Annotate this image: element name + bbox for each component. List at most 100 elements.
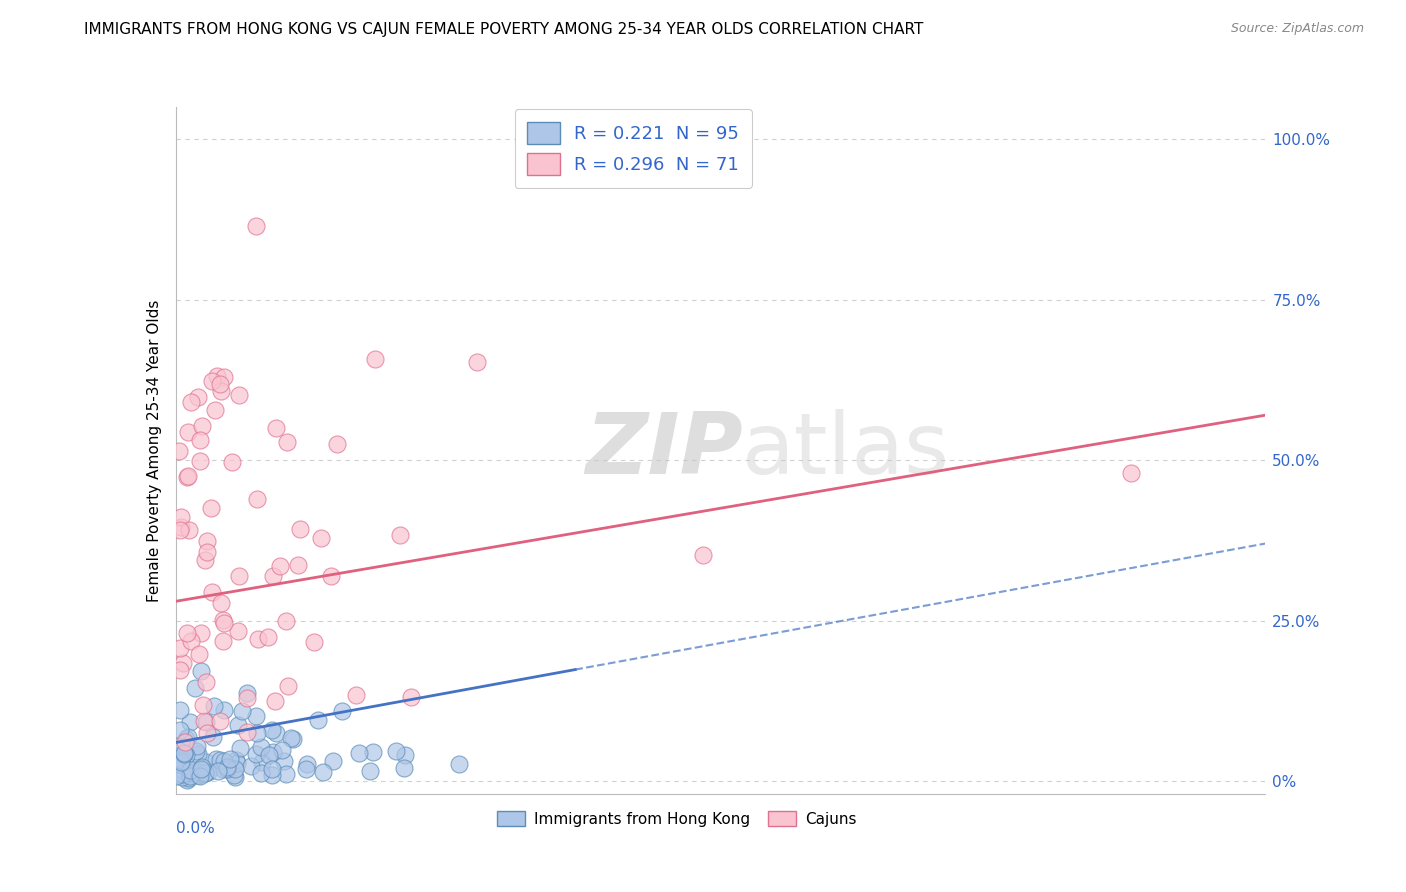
Point bbox=[236, 691, 259, 706]
Point bbox=[225, 753, 247, 767]
Point bbox=[250, 755, 273, 769]
Point bbox=[228, 569, 250, 583]
Point bbox=[170, 520, 193, 534]
Point bbox=[190, 762, 212, 776]
Point bbox=[176, 772, 198, 787]
Point bbox=[235, 724, 257, 739]
Point bbox=[201, 730, 224, 744]
Point bbox=[170, 756, 193, 770]
Point bbox=[201, 584, 224, 599]
Point bbox=[226, 624, 249, 639]
Point bbox=[179, 715, 201, 730]
Point bbox=[167, 767, 190, 781]
Point bbox=[250, 740, 273, 755]
Point bbox=[280, 731, 302, 745]
Point bbox=[332, 704, 354, 718]
Point bbox=[194, 765, 217, 780]
Point bbox=[288, 522, 311, 536]
Point bbox=[179, 769, 201, 783]
Point bbox=[177, 469, 200, 483]
Point bbox=[176, 626, 198, 640]
Point bbox=[224, 763, 246, 777]
Point bbox=[208, 377, 231, 392]
Point bbox=[224, 770, 246, 784]
Point bbox=[361, 745, 384, 759]
Point bbox=[263, 694, 285, 708]
Point bbox=[170, 766, 193, 780]
Point bbox=[187, 767, 209, 781]
Point bbox=[215, 759, 238, 773]
Point bbox=[326, 436, 349, 450]
Point bbox=[307, 713, 329, 727]
Point bbox=[359, 764, 381, 778]
Text: atlas: atlas bbox=[742, 409, 950, 492]
Point bbox=[344, 689, 367, 703]
Point bbox=[194, 553, 217, 567]
Point bbox=[173, 764, 195, 778]
Point bbox=[186, 739, 208, 754]
Point bbox=[273, 755, 295, 769]
Point bbox=[174, 747, 197, 762]
Point bbox=[277, 679, 299, 693]
Point bbox=[218, 752, 240, 766]
Point bbox=[247, 632, 270, 646]
Point bbox=[194, 674, 217, 689]
Point bbox=[262, 569, 284, 583]
Point bbox=[167, 444, 190, 458]
Point bbox=[177, 425, 200, 440]
Point bbox=[191, 760, 214, 774]
Y-axis label: Female Poverty Among 25-34 Year Olds: Female Poverty Among 25-34 Year Olds bbox=[146, 300, 162, 601]
Point bbox=[245, 219, 267, 233]
Point bbox=[169, 723, 191, 738]
Point bbox=[269, 559, 291, 574]
Point bbox=[262, 768, 284, 782]
Point bbox=[389, 528, 412, 542]
Point bbox=[276, 435, 298, 450]
Point bbox=[221, 455, 243, 469]
Point bbox=[297, 757, 319, 772]
Point bbox=[180, 766, 202, 780]
Point bbox=[195, 544, 218, 558]
Point bbox=[165, 769, 187, 783]
Point bbox=[259, 748, 281, 763]
Point bbox=[195, 755, 218, 769]
Point bbox=[177, 730, 200, 744]
Point bbox=[188, 765, 211, 780]
Point bbox=[692, 548, 714, 562]
Point bbox=[212, 762, 235, 776]
Point bbox=[194, 715, 217, 730]
Point bbox=[392, 761, 415, 775]
Point bbox=[205, 369, 228, 384]
Point bbox=[214, 703, 236, 717]
Point bbox=[184, 681, 207, 696]
Point bbox=[347, 747, 370, 761]
Point bbox=[262, 745, 284, 759]
Point bbox=[204, 752, 226, 766]
Point bbox=[172, 656, 194, 670]
Point bbox=[197, 765, 219, 780]
Point bbox=[167, 756, 190, 771]
Point bbox=[312, 764, 335, 779]
Point bbox=[170, 754, 193, 768]
Point bbox=[1119, 466, 1142, 480]
Point bbox=[212, 633, 235, 648]
Point bbox=[202, 698, 225, 713]
Point bbox=[207, 764, 229, 779]
Point bbox=[262, 762, 284, 776]
Point bbox=[231, 704, 253, 718]
Point bbox=[179, 764, 201, 778]
Point bbox=[364, 352, 387, 367]
Point bbox=[217, 762, 239, 776]
Point bbox=[228, 740, 250, 755]
Point bbox=[187, 390, 209, 404]
Point bbox=[212, 616, 235, 631]
Point bbox=[321, 568, 343, 582]
Point bbox=[180, 395, 202, 409]
Point bbox=[245, 747, 267, 761]
Point bbox=[322, 754, 344, 768]
Point bbox=[174, 731, 197, 746]
Point bbox=[194, 765, 217, 780]
Point bbox=[399, 690, 422, 704]
Point bbox=[262, 723, 284, 737]
Text: ZIP: ZIP bbox=[585, 409, 742, 492]
